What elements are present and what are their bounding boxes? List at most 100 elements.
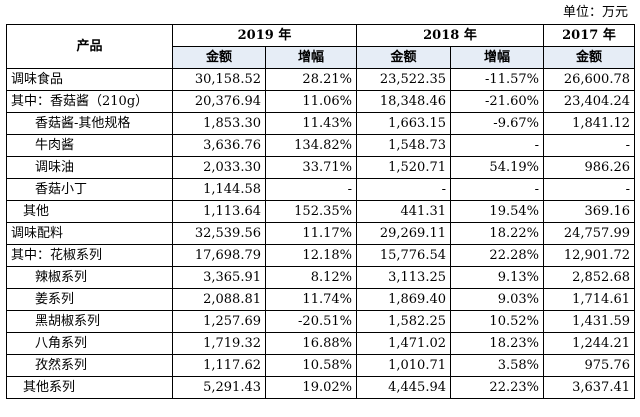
cell-amount-2019: 1,719.32 bbox=[172, 332, 266, 355]
row-label: 其他 bbox=[6, 200, 173, 223]
cell-amount-2017: - bbox=[543, 134, 635, 157]
cell-growth-2018: -9.67% bbox=[450, 112, 544, 135]
cell-growth-2018: - bbox=[450, 178, 544, 201]
cell-amount-2018: 4,445.94 bbox=[356, 376, 451, 399]
cell-growth-2018: 9.13% bbox=[450, 266, 544, 289]
cell-amount-2018: 1,582.25 bbox=[356, 310, 451, 333]
cell-amount-2018: 1,520.71 bbox=[356, 156, 451, 179]
row-label: 其中：香菇酱（210g） bbox=[6, 90, 173, 113]
table-row: 其中：香菇酱（210g） 20,376.94 11.06% 18,348.46 -21.… bbox=[6, 90, 635, 113]
cell-amount-2019: 1,144.58 bbox=[172, 178, 266, 201]
cell-amount-2019: 3,365.91 bbox=[172, 266, 266, 289]
cell-growth-2019: -20.51% bbox=[265, 310, 357, 333]
table-row: 香菇小丁 1,144.58- - - - bbox=[6, 178, 635, 201]
header-amount-2017: 金额 bbox=[543, 46, 635, 69]
table-row: 牛肉酱 3,636.76 134.82% 1,548.73- - bbox=[6, 134, 635, 157]
cell-growth-2018: 22.23% bbox=[450, 376, 544, 399]
row-label: 调味配料 bbox=[6, 222, 173, 245]
cell-amount-2017: 26,600.78 bbox=[543, 68, 635, 91]
cell-growth-2019: 10.58% bbox=[265, 354, 357, 377]
cell-growth-2018: 22.28% bbox=[450, 244, 544, 267]
table-row: 辣椒系列 3,365.91 8.12% 3,113.25 9.13% 2,852.68 bbox=[6, 266, 635, 289]
cell-growth-2018: - bbox=[450, 134, 544, 157]
cell-growth-2018: 3.58% bbox=[450, 354, 544, 377]
row-label: 八角系列 bbox=[6, 332, 173, 355]
cell-amount-2017: 1,431.59 bbox=[543, 310, 635, 333]
cell-amount-2019: 5,291.43 bbox=[172, 376, 266, 399]
cell-amount-2019: 17,698.79 bbox=[172, 244, 266, 267]
table-row: 八角系列 1,719.32 16.88% 1,471.02 18.23% 1,244.21 bbox=[6, 332, 635, 355]
table-row: 调味食品 30,158.52 28.21% 23,522.35 -11.57% 26,60… bbox=[6, 68, 635, 91]
row-label: 香菇酱-其他规格 bbox=[6, 112, 173, 135]
table-row: 调味配料 32,539.56 11.17% 29,269.11 18.22% 24,757… bbox=[6, 222, 635, 245]
cell-growth-2019: 11.74% bbox=[265, 288, 357, 311]
row-label: 姜系列 bbox=[6, 288, 173, 311]
cell-amount-2019: 1,113.64 bbox=[172, 200, 266, 223]
table-row: 香菇酱-其他规格 1,853.30 11.43% 1,663.15 -9.67% 1,84… bbox=[6, 112, 635, 135]
cell-amount-2017: 23,404.24 bbox=[543, 90, 635, 113]
unit-label: 单位：万元 bbox=[562, 5, 628, 20]
cell-amount-2017: 12,901.72 bbox=[543, 244, 635, 267]
cell-growth-2018: 54.19% bbox=[450, 156, 544, 179]
cell-amount-2017: 986.26 bbox=[543, 156, 635, 179]
cell-amount-2018: 1,548.73 bbox=[356, 134, 451, 157]
table-row: 调味油 2,033.30 33.71% 1,520.71 54.19% 986.26 bbox=[6, 156, 635, 179]
cell-amount-2018: 18,348.46 bbox=[356, 90, 451, 113]
cell-amount-2018: 441.31 bbox=[356, 200, 451, 223]
table-row: 其中：花椒系列 17,698.79 12.18% 15,776.54 22.28% 12,… bbox=[6, 244, 635, 267]
table-row: 黑胡椒系列 1,257.69 -20.51% 1,582.25 10.52% 1,431.… bbox=[6, 310, 635, 333]
header-year-2017: 2017 年 bbox=[543, 24, 635, 47]
cell-amount-2018: 1,663.15 bbox=[356, 112, 451, 135]
header-year-2018: 2018 年 bbox=[356, 24, 544, 47]
cell-growth-2018: 19.54% bbox=[450, 200, 544, 223]
table-row: 孜然系列 1,117.62 10.58% 1,010.71 3.58% 975.76 bbox=[6, 354, 635, 377]
cell-amount-2017: 975.76 bbox=[543, 354, 635, 377]
cell-amount-2018: 1,869.40 bbox=[356, 288, 451, 311]
cell-amount-2017: 369.16 bbox=[543, 200, 635, 223]
header-row-years: 产品 2019 年 2018 年 2017 年 bbox=[6, 24, 635, 69]
cell-amount-2017: 3,637.41 bbox=[543, 376, 635, 399]
cell-growth-2019: 134.82% bbox=[265, 134, 357, 157]
header-row-metrics: 金额 增幅 金额 增幅 金额 bbox=[7, 46, 635, 69]
cell-amount-2019: 2,088.81 bbox=[172, 288, 266, 311]
cell-amount-2017: 1,841.12 bbox=[543, 112, 635, 135]
cell-amount-2019: 20,376.94 bbox=[172, 90, 266, 113]
cell-growth-2019: 12.18% bbox=[265, 244, 357, 267]
cell-growth-2019: 19.02% bbox=[265, 376, 357, 399]
cell-growth-2019: 11.43% bbox=[265, 112, 357, 135]
row-label: 孜然系列 bbox=[6, 354, 173, 377]
header-growth-2019: 增幅 bbox=[265, 46, 357, 69]
cell-growth-2018: 18.23% bbox=[450, 332, 544, 355]
cell-growth-2019: 11.06% bbox=[265, 90, 357, 113]
cell-growth-2018: -21.60% bbox=[450, 90, 544, 113]
cell-amount-2018: 15,776.54 bbox=[356, 244, 451, 267]
cell-growth-2019: 28.21% bbox=[265, 68, 357, 91]
cell-growth-2019: 152.35% bbox=[265, 200, 357, 223]
row-label: 牛肉酱 bbox=[6, 134, 173, 157]
row-label: 辣椒系列 bbox=[6, 266, 173, 289]
cell-amount-2019: 3,636.76 bbox=[172, 134, 266, 157]
cell-amount-2019: 1,117.62 bbox=[172, 354, 266, 377]
cell-growth-2018: 10.52% bbox=[450, 310, 544, 333]
cell-amount-2017: 24,757.99 bbox=[543, 222, 635, 245]
revenue-table: 产品 2019 年 2018 年 2017 年 金额 增幅 金额 增幅 金额 调… bbox=[6, 24, 635, 399]
header-year-2019: 2019 年 bbox=[172, 24, 357, 47]
cell-growth-2019: - bbox=[265, 178, 357, 201]
cell-amount-2019: 2,033.30 bbox=[172, 156, 266, 179]
cell-growth-2018: 18.22% bbox=[450, 222, 544, 245]
row-label: 香菇小丁 bbox=[6, 178, 173, 201]
row-label: 其中：花椒系列 bbox=[6, 244, 173, 267]
cell-amount-2019: 1,853.30 bbox=[172, 112, 266, 135]
cell-amount-2019: 32,539.56 bbox=[172, 222, 266, 245]
table-row: 其他 1,113.64 152.35% 441.31 19.54% 369.16 bbox=[6, 200, 635, 223]
row-label: 调味油 bbox=[6, 156, 173, 179]
cell-amount-2018: 1,471.02 bbox=[356, 332, 451, 355]
table-row: 其他系列 5,291.43 19.02% 4,445.94 22.23% 3,637.41 bbox=[6, 376, 635, 399]
cell-growth-2019: 11.17% bbox=[265, 222, 357, 245]
cell-growth-2018: 9.03% bbox=[450, 288, 544, 311]
cell-growth-2018: -11.57% bbox=[450, 68, 544, 91]
cell-amount-2018: 23,522.35 bbox=[356, 68, 451, 91]
header-growth-2018: 增幅 bbox=[450, 46, 544, 69]
row-label: 调味食品 bbox=[6, 68, 173, 91]
header-amount-2018: 金额 bbox=[356, 46, 451, 69]
